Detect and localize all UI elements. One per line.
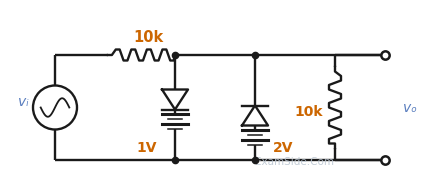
Text: vₒ: vₒ	[403, 100, 417, 114]
Text: 1V: 1V	[137, 141, 157, 155]
Text: ExamSide.Com: ExamSide.Com	[255, 157, 335, 167]
Text: vᵢ: vᵢ	[18, 95, 28, 109]
Text: 10k: 10k	[133, 30, 163, 46]
Text: 10k: 10k	[295, 105, 323, 119]
Text: 2V: 2V	[273, 141, 293, 155]
